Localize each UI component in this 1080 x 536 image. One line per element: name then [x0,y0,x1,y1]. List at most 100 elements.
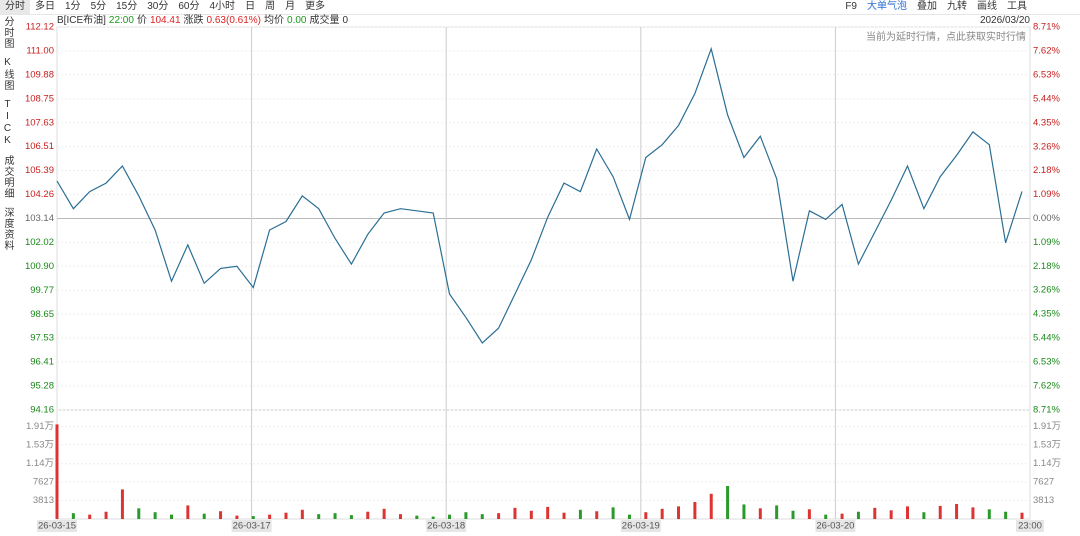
volume-bar [137,508,141,519]
tab[interactable]: 5分 [90,1,107,12]
label: 均价 [264,15,285,26]
volume-bar [742,504,746,519]
volume-bar [349,515,353,519]
volume-bar [578,509,582,519]
tab[interactable]: 60分 [178,1,200,12]
volume-tick-label: 1.14万 [1033,458,1061,469]
y-tick-label: 96.41 [30,357,54,368]
volume-bar [955,503,959,519]
volume-bar [726,486,730,519]
x-tick-label: 26-03-17 [233,521,271,532]
tab[interactable]: 15分 [116,1,138,12]
volume-bar [611,507,615,519]
tool[interactable]: 大单气泡 [867,1,907,12]
volume-bar [448,514,452,519]
volume-bar [775,505,779,519]
side-tab[interactable]: TICK [2,99,13,147]
tool[interactable]: 画线 [977,1,997,12]
volume-bar [202,513,206,519]
tool[interactable]: F9 [845,1,857,12]
volume-bar [1004,511,1008,519]
y-tick-label: 94.16 [30,405,54,416]
volume-bar [268,514,272,519]
y-tick-label: 98.65 [30,309,54,320]
volume-bar [546,506,550,519]
x-tick-label: 23:00 [1018,521,1042,532]
side-tab[interactable]: 分时图 [2,16,13,49]
volume-bar [1020,512,1024,519]
volume-bar [709,493,713,519]
volume-bar [562,512,566,519]
delay-notice[interactable]: 当前为延时行情，点此获取实时行情 [866,32,1026,43]
tab[interactable]: 月 [285,1,296,12]
x-label-bg [815,520,856,532]
volume-bar [88,514,92,519]
volume: 0 [342,15,349,26]
tabs: 分时 多日 1分 5分 15分 30分 60分 4小时日周月更多 [0,0,330,14]
tab[interactable]: 更多 [305,1,326,12]
side-tab[interactable]: 成交明细 [2,155,13,199]
y-tick-label: 103.14 [25,213,54,224]
y2-tick-label: 2.18% [1033,261,1060,272]
x-tick-label: 26-03-20 [816,521,854,532]
tab[interactable]: 4小时 [209,1,236,12]
y2-tick-label: 3.26% [1033,285,1060,296]
volume-bar [693,502,697,519]
y-tick-label: 109.88 [25,69,54,80]
tool[interactable]: 叠加 [917,1,937,12]
volume-bar [906,506,910,519]
volume-bar [922,512,926,519]
tool[interactable]: 工具 [1007,1,1027,12]
y-tick-label: 95.28 [30,381,54,392]
volume-bar [660,508,664,519]
y-tick-label: 107.63 [25,117,54,128]
tab[interactable]: 1分 [65,1,81,12]
change: 0.63(0.61%) [206,15,262,26]
tool[interactable]: 九转 [947,1,967,12]
volume-bar [153,512,157,519]
y2-tick-label: 1.09% [1033,237,1060,248]
tab[interactable]: 分时 [0,0,30,14]
y2-tick-label: 8.71% [1033,22,1060,33]
y-tick-label: 105.39 [25,165,54,176]
volume-bar [186,505,190,519]
volume-bar [382,508,386,519]
y2-tick-label: 2.18% [1033,165,1060,176]
y-tick-label: 100.90 [25,261,54,272]
volume-tick-label: 1.53万 [1033,439,1061,450]
side-tab[interactable]: 深度资料 [2,207,13,251]
volume-bar [366,511,370,519]
x-label-bg [426,520,467,532]
tab[interactable]: 周 [265,1,276,12]
volume-bar [120,489,124,519]
volume-bar [300,509,304,519]
volume-tick-label: 7627 [33,477,54,488]
volume-bar [251,516,255,519]
side-tab[interactable]: K线图 [2,57,13,91]
date: 2026/03/20 [979,15,1030,26]
x-label-bg [1016,520,1044,532]
volume-tick-label: 1.53万 [26,439,54,450]
volume-bar [464,512,468,519]
volume-tick-label: 1.14万 [26,458,54,469]
y-tick-label: 97.53 [30,333,54,344]
volume-bar [791,510,795,519]
tab[interactable]: 日 [245,1,256,12]
volume-bar [71,513,75,519]
time: 22:00 [108,15,134,26]
symbol: B[ICE布油] [57,15,106,26]
price-line [56,46,1023,344]
volume-bar [595,511,599,519]
volume-bar [235,515,239,519]
y2-tick-label: 0.00% [1033,213,1060,224]
volume-bar [497,513,501,519]
y2-tick-label: 7.62% [1033,381,1060,392]
volume-bar [938,505,942,519]
tab[interactable]: 30分 [147,1,169,12]
plot-frame [56,26,1031,520]
tab[interactable]: 多日 [35,1,55,12]
x-label-bg [231,520,272,532]
volume-tick-label: 1.91万 [1033,421,1061,432]
y2-tick-label: 4.35% [1033,117,1060,128]
